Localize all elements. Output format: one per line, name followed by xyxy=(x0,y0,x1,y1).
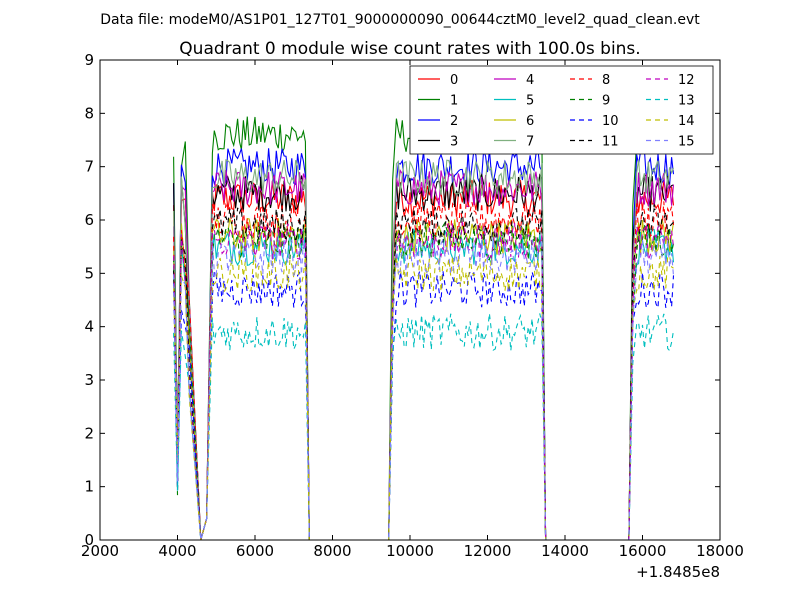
x-tick-label: 2000 xyxy=(81,542,119,560)
axis-ticks: 2000 4000 6000 8000 10000 12000 14000 16000 1800… xyxy=(81,51,744,560)
x-tick-label: 18000 xyxy=(696,542,744,560)
series-line-6 xyxy=(173,217,675,541)
legend-label-9: 9 xyxy=(602,94,610,109)
x-tick-label: 12000 xyxy=(464,542,512,560)
series-line-13 xyxy=(173,313,675,541)
x-tick-label: 4000 xyxy=(158,542,196,560)
legend-label-11: 11 xyxy=(602,135,619,150)
x-tick-label: 10000 xyxy=(386,542,434,560)
legend-label-7: 7 xyxy=(526,135,534,150)
series-line-15 xyxy=(173,237,675,541)
x-tick-label: 8000 xyxy=(313,542,351,560)
plot-lines xyxy=(173,115,675,541)
legend-label-0: 0 xyxy=(450,73,458,88)
legend-label-10: 10 xyxy=(602,114,619,129)
y-tick-label: 2 xyxy=(84,424,94,442)
y-tick-label: 8 xyxy=(84,104,94,122)
y-tick-label: 4 xyxy=(84,318,94,336)
legend-label-8: 8 xyxy=(602,73,610,88)
x-tick-label: 16000 xyxy=(619,542,667,560)
series-line-10 xyxy=(173,269,675,541)
y-tick-label: 9 xyxy=(84,51,94,69)
series-line-3 xyxy=(173,172,674,541)
y-tick-label: 0 xyxy=(84,531,94,549)
series-line-11 xyxy=(173,207,674,541)
y-tick-label: 6 xyxy=(84,211,94,229)
legend-label-12: 12 xyxy=(678,73,695,88)
series-line-8 xyxy=(173,200,675,541)
series-line-7 xyxy=(173,158,675,541)
y-tick-label: 7 xyxy=(84,158,94,176)
legend-box xyxy=(409,65,714,155)
legend-label-2: 2 xyxy=(450,114,458,129)
y-tick-label: 3 xyxy=(84,371,94,389)
x-tick-label: 6000 xyxy=(236,542,274,560)
legend-label-3: 3 xyxy=(450,135,458,150)
legend-label-15: 15 xyxy=(678,135,695,150)
legend-label-5: 5 xyxy=(526,94,534,109)
legend-label-1: 1 xyxy=(450,94,458,109)
series-line-2 xyxy=(173,148,675,541)
legend-label-14: 14 xyxy=(678,114,695,129)
legend-label-4: 4 xyxy=(526,73,534,88)
x-tick-label: 14000 xyxy=(541,542,589,560)
series-line-12 xyxy=(173,220,675,541)
chart-suptitle: Data file: modeM0/AS1P01_127T01_90000000… xyxy=(100,12,700,28)
series-line-5 xyxy=(173,227,675,541)
series-line-9 xyxy=(173,221,675,541)
x-offset-label: +1.8485e8 xyxy=(636,563,720,581)
legend-label-6: 6 xyxy=(526,114,534,129)
y-tick-label: 1 xyxy=(84,478,94,496)
y-tick-label: 5 xyxy=(84,264,94,282)
series-line-4 xyxy=(173,169,675,541)
legend-label-13: 13 xyxy=(678,94,695,109)
chart-title: Quadrant 0 module wise count rates with … xyxy=(179,39,640,59)
series-line-14 xyxy=(173,254,674,541)
